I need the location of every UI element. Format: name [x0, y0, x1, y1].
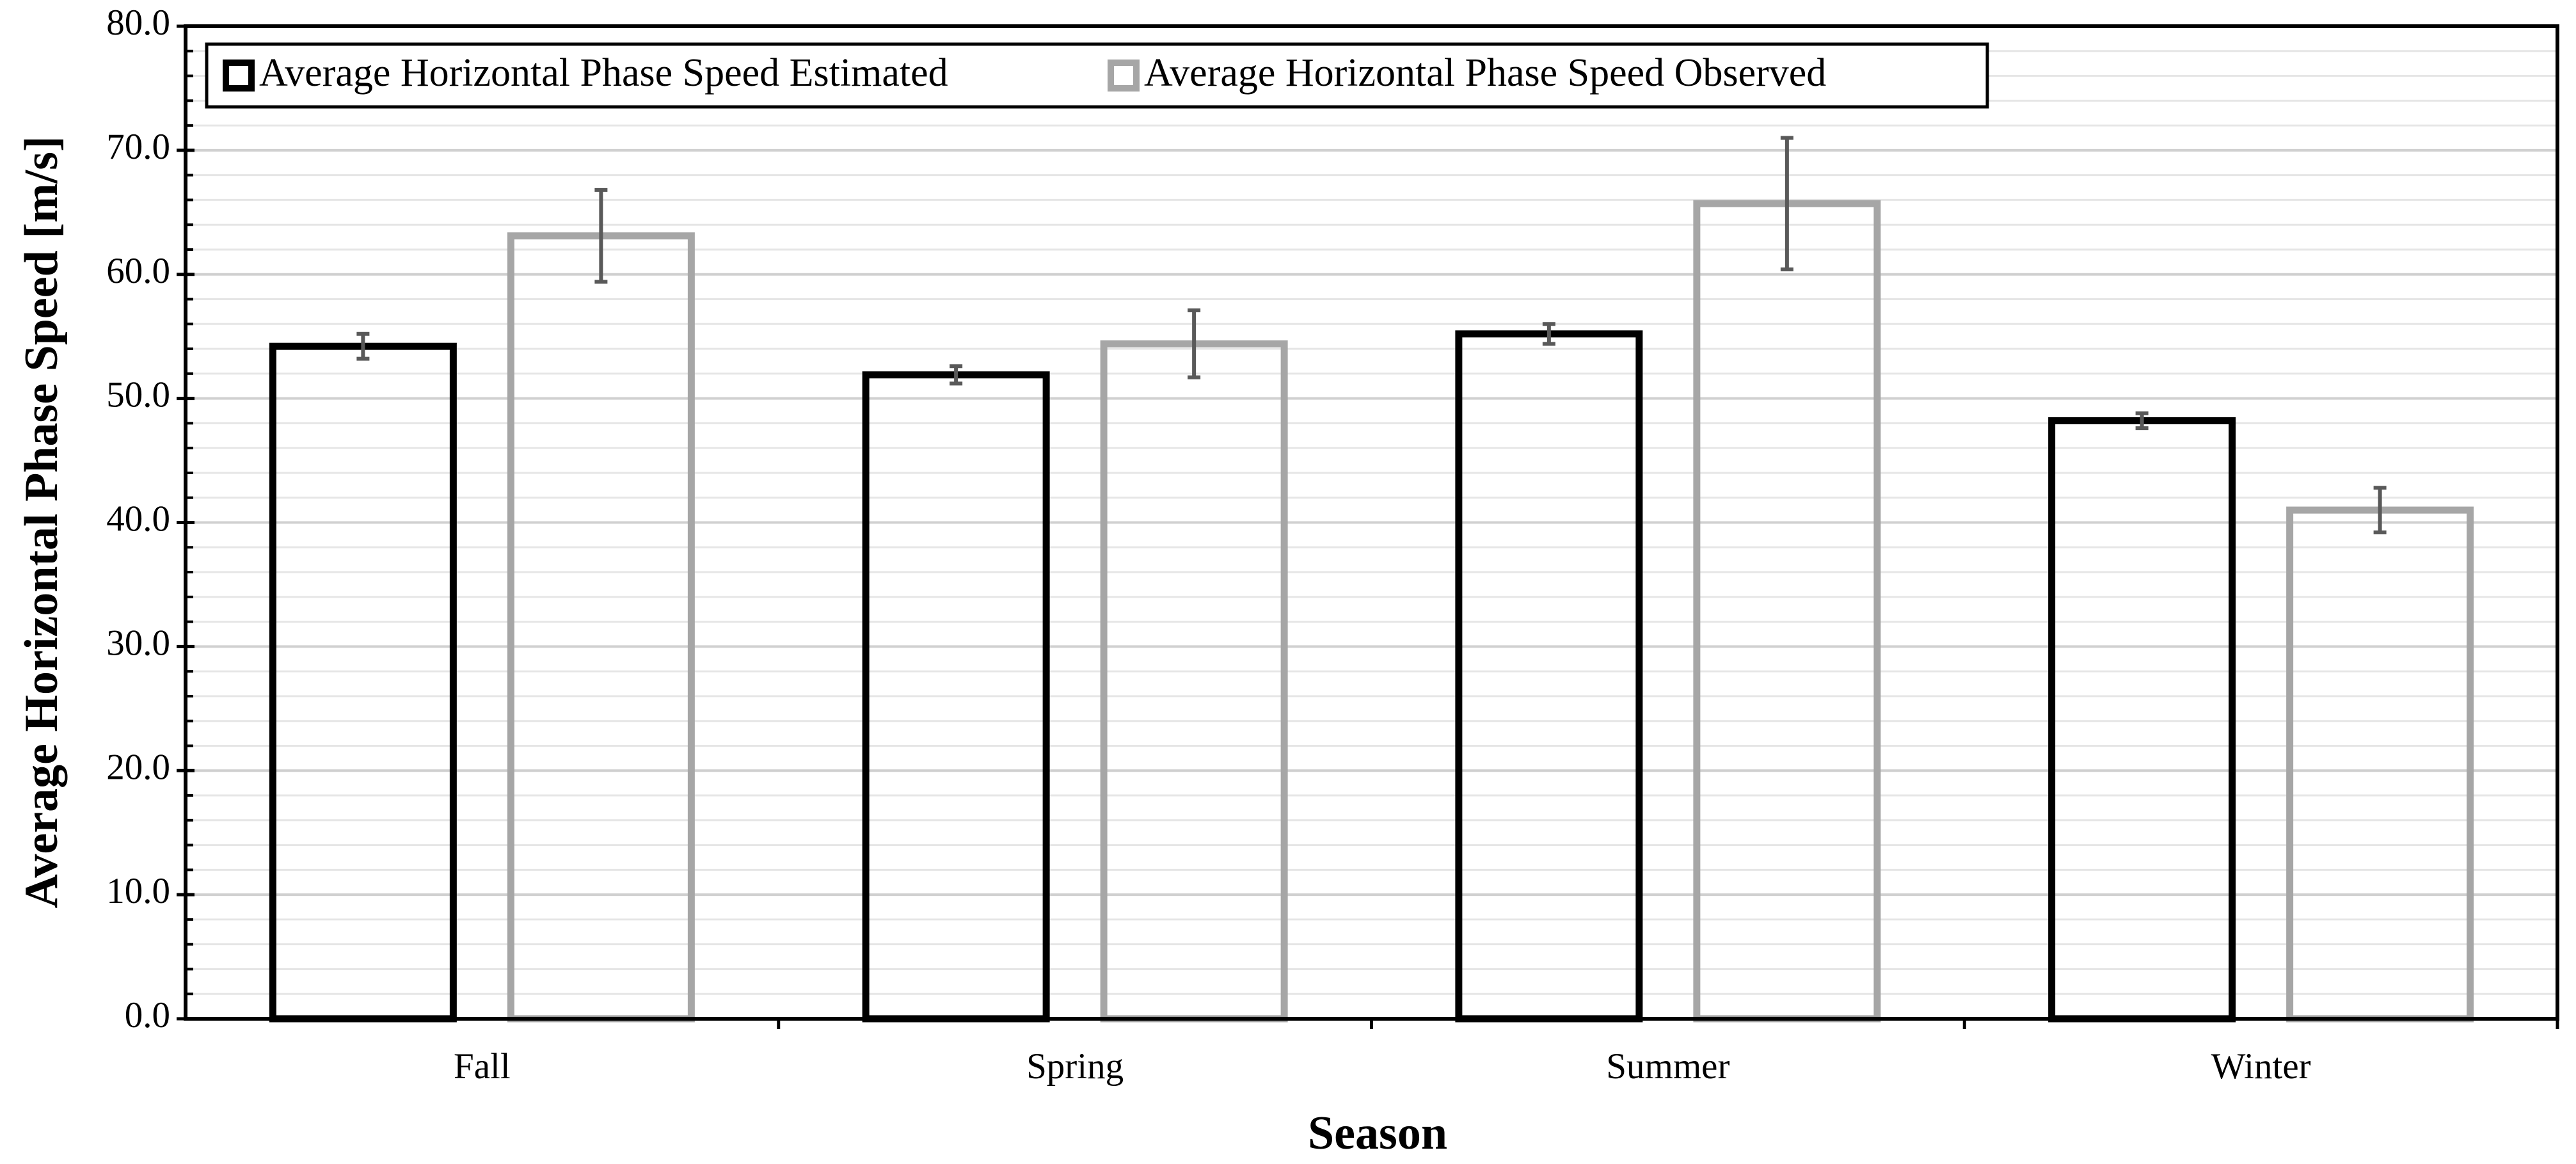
error-bar — [1188, 308, 1201, 379]
bar — [2048, 417, 2236, 1023]
legend-swatch — [223, 60, 255, 92]
y-axis-title: Average Horizontal Phase Speed [m/s] — [15, 136, 68, 908]
error-bar — [356, 331, 370, 361]
y-tick-label: 40.0 — [106, 499, 170, 539]
y-tick-label: 30.0 — [106, 623, 170, 663]
legend-label: Average Horizontal Phase Speed Estimated — [259, 51, 948, 95]
legend-box — [205, 42, 1989, 109]
y-tick-label: 0.0 — [125, 995, 170, 1035]
error-bar — [594, 187, 608, 284]
y-tick-label: 80.0 — [106, 3, 170, 43]
y-tick-label: 70.0 — [106, 127, 170, 167]
bar — [2286, 506, 2474, 1023]
x-axis-title: Season — [1308, 1107, 1447, 1160]
error-bar — [2373, 486, 2387, 535]
legend: Average Horizontal Phase Speed Estimated… — [205, 42, 1989, 109]
error-bar — [1780, 136, 1793, 271]
bar — [1455, 330, 1643, 1023]
y-tick-label: 20.0 — [106, 747, 170, 787]
bar — [507, 232, 695, 1023]
y-tick-label: 50.0 — [106, 375, 170, 415]
y-tick-label: 60.0 — [106, 251, 170, 291]
x-tick-label: Winter — [2211, 1046, 2311, 1087]
legend-label: Average Horizontal Phase Speed Observed — [1144, 51, 1826, 95]
error-bar — [1542, 322, 1555, 346]
legend-swatch — [1108, 60, 1140, 92]
x-tick-label: Spring — [1026, 1046, 1124, 1087]
plot-frame — [184, 24, 2559, 1021]
bar — [1693, 200, 1881, 1023]
y-tick-label: 10.0 — [106, 871, 170, 911]
x-tick-label: Summer — [1606, 1046, 1729, 1087]
x-tick-label: Fall — [454, 1046, 511, 1087]
error-bar — [950, 364, 963, 386]
error-bar — [2135, 411, 2149, 431]
bar — [1100, 340, 1288, 1023]
